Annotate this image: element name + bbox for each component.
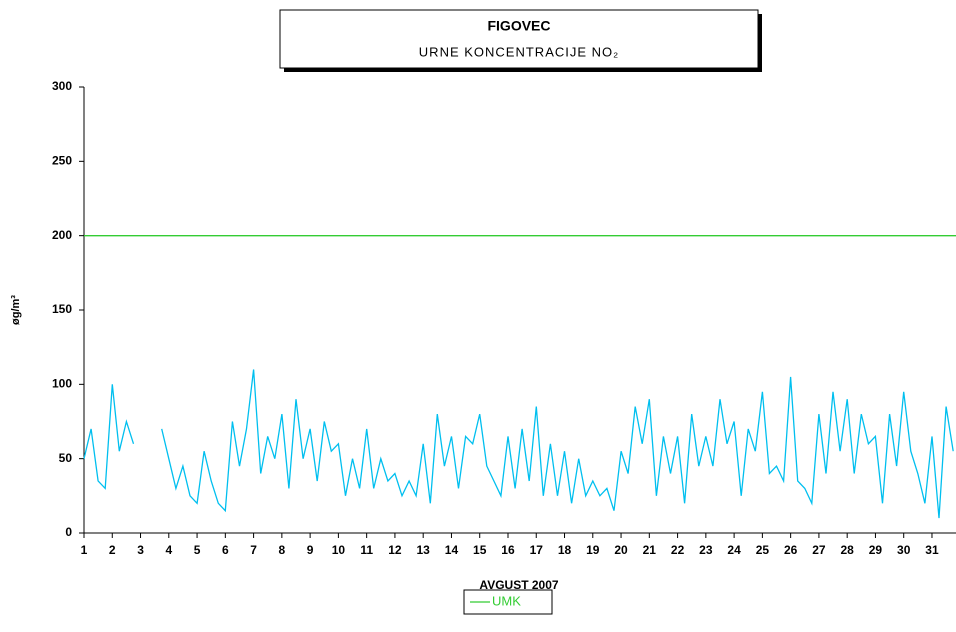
x-tick-label: 30 xyxy=(897,543,911,557)
x-tick-label: 16 xyxy=(501,543,515,557)
y-tick-label: 0 xyxy=(65,525,72,539)
x-tick-label: 1 xyxy=(81,543,88,557)
y-tick-label: 200 xyxy=(52,228,72,242)
x-tick-label: 19 xyxy=(586,543,600,557)
x-tick-label: 13 xyxy=(417,543,431,557)
x-tick-label: 14 xyxy=(445,543,459,557)
x-tick-label: 12 xyxy=(388,543,402,557)
legend-label: UMK xyxy=(492,593,521,608)
x-tick-label: 5 xyxy=(194,543,201,557)
x-tick-label: 27 xyxy=(812,543,826,557)
x-tick-label: 10 xyxy=(332,543,346,557)
x-tick-label: 24 xyxy=(727,543,741,557)
y-tick-label: 100 xyxy=(52,377,72,391)
x-tick-label: 8 xyxy=(279,543,286,557)
y-tick-label: 300 xyxy=(52,79,72,93)
x-tick-label: 20 xyxy=(614,543,628,557)
x-tick-label: 31 xyxy=(925,543,939,557)
x-tick-label: 6 xyxy=(222,543,229,557)
title-box xyxy=(279,9,759,69)
x-tick-label: 23 xyxy=(699,543,713,557)
x-tick-label: 15 xyxy=(473,543,487,557)
x-tick-label: 17 xyxy=(530,543,544,557)
chart-title: FIGOVEC xyxy=(487,18,550,34)
x-tick-label: 25 xyxy=(756,543,770,557)
x-tick-label: 21 xyxy=(643,543,657,557)
x-axis-label: AVGUST 2007 xyxy=(479,578,558,592)
x-tick-label: 18 xyxy=(558,543,572,557)
x-tick-label: 11 xyxy=(360,543,373,557)
series-line xyxy=(83,369,954,519)
x-tick-label: 9 xyxy=(307,543,314,557)
x-tick-label: 4 xyxy=(165,543,172,557)
y-tick-label: 50 xyxy=(59,451,73,465)
chart-subtitle: URNE KONCENTRACIJE NO₂ xyxy=(419,44,619,59)
y-tick-label: 150 xyxy=(52,302,72,316)
x-tick-label: 29 xyxy=(869,543,883,557)
x-tick-label: 28 xyxy=(840,543,854,557)
y-axis-label: øg/m³ xyxy=(10,295,22,325)
y-tick-label: 250 xyxy=(52,154,72,168)
x-tick-label: 22 xyxy=(671,543,685,557)
x-tick-label: 2 xyxy=(109,543,116,557)
x-tick-label: 26 xyxy=(784,543,798,557)
x-tick-label: 7 xyxy=(250,543,257,557)
x-tick-label: 3 xyxy=(137,543,144,557)
